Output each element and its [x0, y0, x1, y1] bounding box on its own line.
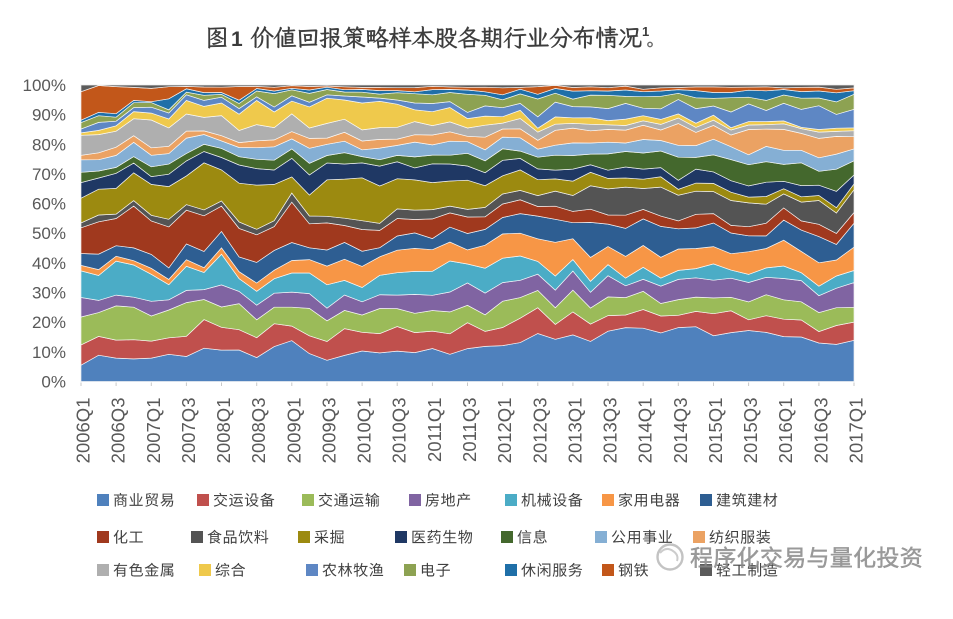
svg-text:1: 1	[642, 24, 649, 39]
svg-text:80%: 80%	[32, 135, 66, 154]
svg-text:2017Q1: 2017Q1	[846, 398, 867, 464]
svg-text:2015Q3: 2015Q3	[740, 398, 761, 464]
svg-text:2007Q1: 2007Q1	[143, 398, 164, 464]
svg-text:2016Q1: 2016Q1	[775, 398, 796, 464]
svg-text:1: 1	[231, 28, 243, 51]
svg-text:60%: 60%	[32, 195, 66, 214]
svg-text:2009Q3: 2009Q3	[319, 398, 340, 464]
svg-text:30%: 30%	[32, 284, 66, 303]
svg-text:2007Q3: 2007Q3	[178, 398, 199, 464]
svg-text:2009Q1: 2009Q1	[283, 398, 304, 464]
svg-text:2008Q1: 2008Q1	[213, 398, 234, 464]
svg-text:2013Q1: 2013Q1	[564, 398, 585, 464]
svg-text:2010Q3: 2010Q3	[389, 398, 410, 464]
svg-text:2014Q3: 2014Q3	[670, 398, 691, 464]
svg-text:90%: 90%	[32, 106, 66, 125]
svg-text:2013Q3: 2013Q3	[600, 398, 621, 464]
svg-text:2012Q1: 2012Q1	[494, 398, 515, 464]
svg-text:2014Q1: 2014Q1	[635, 398, 656, 464]
svg-text:40%: 40%	[32, 254, 66, 273]
svg-text:2011Q3: 2011Q3	[459, 398, 480, 462]
svg-text:100%: 100%	[23, 76, 66, 95]
svg-text:2006Q3: 2006Q3	[108, 398, 129, 464]
svg-text:2012Q3: 2012Q3	[529, 398, 550, 464]
svg-text:10%: 10%	[32, 343, 66, 362]
svg-text:2015Q1: 2015Q1	[705, 398, 726, 464]
svg-text:50%: 50%	[32, 224, 66, 243]
svg-text:2006Q1: 2006Q1	[73, 398, 94, 464]
svg-text:70%: 70%	[32, 165, 66, 184]
svg-text:2011Q1: 2011Q1	[424, 398, 445, 462]
svg-text:2008Q3: 2008Q3	[248, 398, 269, 464]
svg-text:2016Q3: 2016Q3	[810, 398, 831, 464]
svg-text:20%: 20%	[32, 313, 66, 332]
svg-text:2010Q1: 2010Q1	[354, 398, 375, 464]
svg-text:0%: 0%	[41, 373, 66, 392]
